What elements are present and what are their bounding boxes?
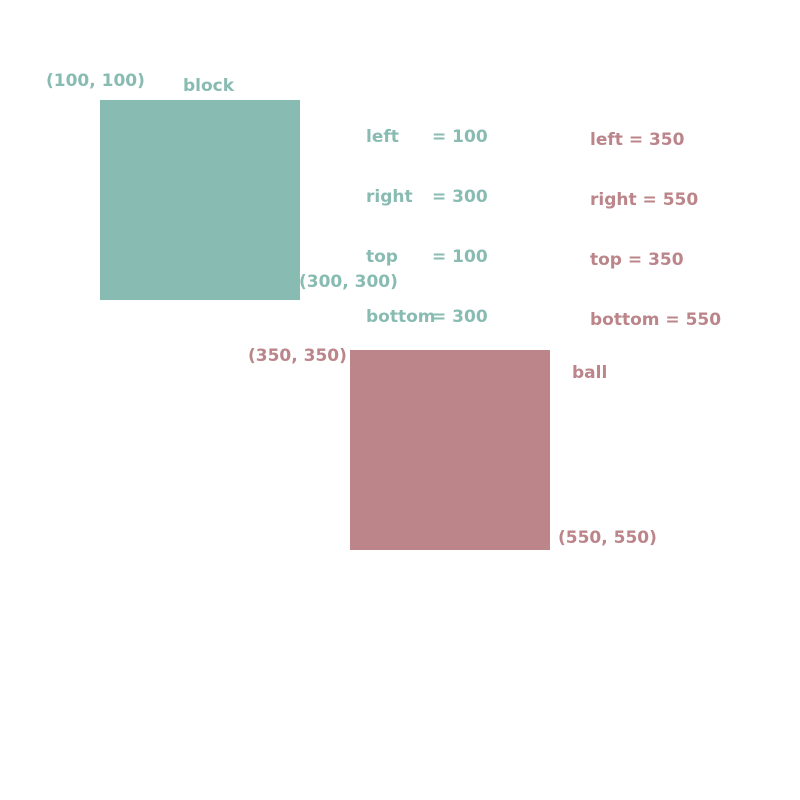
ball-side-right: right = 550 [590,191,721,217]
side-key: right [366,187,413,207]
side-value: = 550 [665,310,722,330]
block-bottom-right-coordinate: (300, 300) [299,272,398,292]
ball-side-bottom: bottom = 550 [590,311,721,337]
ball-side-top: top = 350 [590,251,721,277]
side-value: = 350 [627,250,684,270]
ball-top-left-coordinate: (350, 350) [248,346,347,366]
side-key: top [366,247,398,267]
side-value: = 350 [628,130,685,150]
block-side-bottom: bottom= 300 [366,308,488,334]
block-top-left-coordinate: (100, 100) [46,71,145,91]
block-side-left: left = 100 [366,128,488,154]
side-value: = 300 [432,307,488,327]
block-side-right: right = 300 [366,188,488,214]
block-name-label: block [183,76,235,96]
side-key: top [590,250,622,270]
ball-name-label: ball [572,363,608,383]
block-side-top: top = 100 [366,248,488,274]
side-key: right [590,190,637,210]
side-key: left [366,127,399,147]
side-value: = 300 [432,187,488,207]
block-rectangle [100,100,300,300]
side-value: = 550 [642,190,699,210]
ball-sides-list: left = 350 right = 550 top = 350 bottom … [590,97,721,371]
side-value: = 100 [432,247,488,267]
side-value: = 100 [432,127,488,147]
ball-side-left: left = 350 [590,131,721,157]
side-key: bottom [366,307,436,327]
ball-rectangle [350,350,550,550]
side-key: left [590,130,623,150]
side-key: bottom [590,310,660,330]
block-sides-list: left = 100 right = 300 top = 100 bottom= 30… [366,94,488,368]
ball-bottom-right-coordinate: (550, 550) [558,528,657,548]
